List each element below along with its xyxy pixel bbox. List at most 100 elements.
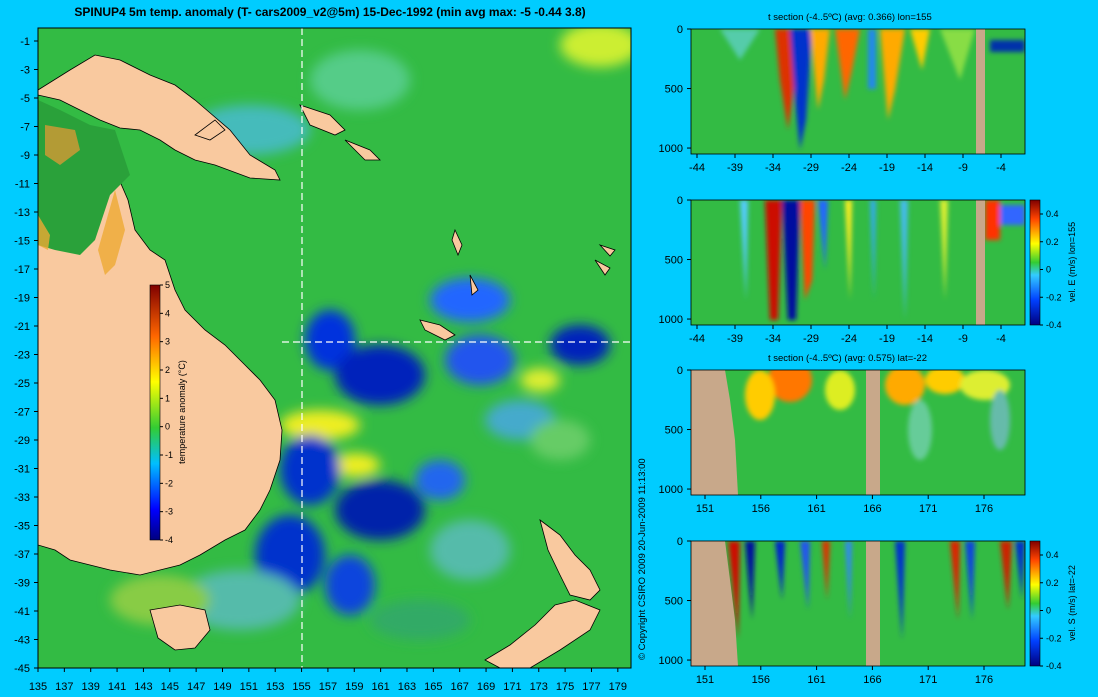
panel-x-tick-label: -34 [765,162,781,174]
panel-y-tick-label: 1000 [659,143,683,155]
map-x-tick-label: 155 [292,681,310,693]
panel-x-tick-label: 151 [696,674,714,686]
panel-y-tick-label: 500 [665,84,683,96]
panel-x-tick-label: -14 [917,162,933,174]
map-y-tick-label: -39 [14,578,30,590]
land [38,54,616,668]
vel-s-colorbar [1029,540,1041,667]
vel-s-colorbar-label: vel. S (m/s) lat=-22 [1067,565,1077,641]
panel-y-tick-label: 1000 [659,314,683,326]
map-colorbar-tick-label: -3 [165,507,173,517]
map-y-tick-label: -15 [14,236,30,248]
map-y-tick-label: -41 [14,606,30,618]
vel-colorbar-tick-label: -0.2 [1046,292,1062,302]
panel-y-tick-label: 0 [677,24,683,36]
ocean-field [38,28,631,668]
map-title: SPINUP4 5m temp. anomaly (T- cars2009_v2… [74,5,586,19]
panel-x-tick-label: 171 [919,503,937,515]
map-y-tick-label: -29 [14,435,30,447]
panel-x-tick-label: -9 [958,333,968,345]
map-colorbar-tick-label: 1 [165,393,170,403]
panel-x-tick-label: 166 [863,674,881,686]
map-y-tick-label: -27 [14,407,30,419]
panel1-plot [691,29,1025,154]
map-x-tick-label: 169 [477,681,495,693]
vel-colorbar-tick-label: 0 [1046,606,1051,616]
panel-x-tick-label: -4 [996,333,1006,345]
panel3-title: t section (-4..5ºC) (avg: 0.575) lat=-22 [768,353,927,364]
panel-x-tick-label: -39 [727,162,743,174]
map-x-tick-label: 149 [213,681,231,693]
panel-x-tick-label: -34 [765,333,781,345]
panel-x-tick-label: -29 [803,162,819,174]
map-x-tick-label: 161 [371,681,389,693]
map-x-tick-label: 141 [108,681,126,693]
vel-colorbar-tick-label: -0.2 [1046,633,1062,643]
panel-x-tick-label: -44 [689,162,705,174]
map-x-tick-label: 135 [29,681,47,693]
map-y-tick-label: -5 [20,93,30,105]
map-y-tick-label: -33 [14,492,30,504]
map-x-tick-label: 145 [161,681,179,693]
map-y-tick-label: -25 [14,378,30,390]
map-colorbar-tick-label: -1 [165,450,173,460]
map-y-tick-label: -21 [14,321,30,333]
map-x-tick-label: 159 [345,681,363,693]
map-colorbar-tick-label: -4 [165,535,173,545]
map-colorbar-tick-label: 2 [165,365,170,375]
panel-x-tick-label: 166 [863,503,881,515]
panel-x-tick-label: 161 [807,503,825,515]
map-x-tick-label: 139 [82,681,100,693]
map-x-tick-label: 179 [609,681,627,693]
map-x-tick-label: 143 [134,681,152,693]
panel-x-tick-label: 156 [752,674,770,686]
map-y-tick-label: -3 [20,65,30,77]
map-y-tick-label: -7 [20,122,30,134]
panel-y-tick-label: 0 [677,536,683,548]
map-colorbar-tick-label: 4 [165,308,170,318]
map-x-tick-label: 151 [240,681,258,693]
panel-x-tick-label: 176 [975,503,993,515]
panel-x-tick-label: -14 [917,333,933,345]
map-colorbar-tick-label: 0 [165,422,170,432]
map-y-tick-label: -1 [20,36,30,48]
vel-colorbar-tick-label: -0.4 [1046,661,1062,671]
panel-x-tick-label: -24 [841,162,857,174]
map-colorbar-tick-label: 3 [165,337,170,347]
panel-x-tick-label: 161 [807,674,825,686]
map-colorbar-tick-label: 5 [165,280,170,290]
panel-x-tick-label: -44 [689,333,705,345]
panel-x-tick-label: -19 [879,333,895,345]
panel-x-tick-label: 176 [975,674,993,686]
panel-y-tick-label: 0 [677,195,683,207]
map-x-tick-label: 157 [319,681,337,693]
map-x-tick-label: 153 [266,681,284,693]
map-y-tick-label: -31 [14,464,30,476]
map-y-tick-label: -13 [14,207,30,219]
panel4-plot [691,541,1025,666]
map-y-tick-label: -45 [14,663,30,675]
vel-colorbar-tick-label: 0.2 [1046,578,1059,588]
vel-e-colorbar [1029,199,1041,326]
map-y-tick-label: -19 [14,293,30,305]
map-x-tick-label: 165 [424,681,442,693]
map-y-tick-label: -37 [14,549,30,561]
map-y-tick-label: -43 [14,635,30,647]
panel-x-tick-label: -4 [996,162,1006,174]
map-y-tick-label: -35 [14,521,30,533]
panel-y-tick-label: 1000 [659,484,683,496]
map-y-tick-label: -11 [15,179,30,191]
map-x-tick-label: 177 [582,681,600,693]
panel-y-tick-label: 1000 [659,655,683,667]
panel-x-tick-label: 156 [752,503,770,515]
map-x-tick-label: 173 [530,681,548,693]
panel3-plot [691,370,1025,495]
map-x-tick-label: 171 [503,681,521,693]
map-y-tick-label: -9 [20,150,30,162]
vel-colorbar-tick-label: -0.4 [1046,320,1062,330]
map-colorbar [149,284,161,541]
map-x-tick-label: 147 [187,681,205,693]
copyright-note: © Copyright CSIRO 2009 20-Jun-2009 11:13… [637,458,648,660]
vel-colorbar-tick-label: 0.4 [1046,550,1059,560]
